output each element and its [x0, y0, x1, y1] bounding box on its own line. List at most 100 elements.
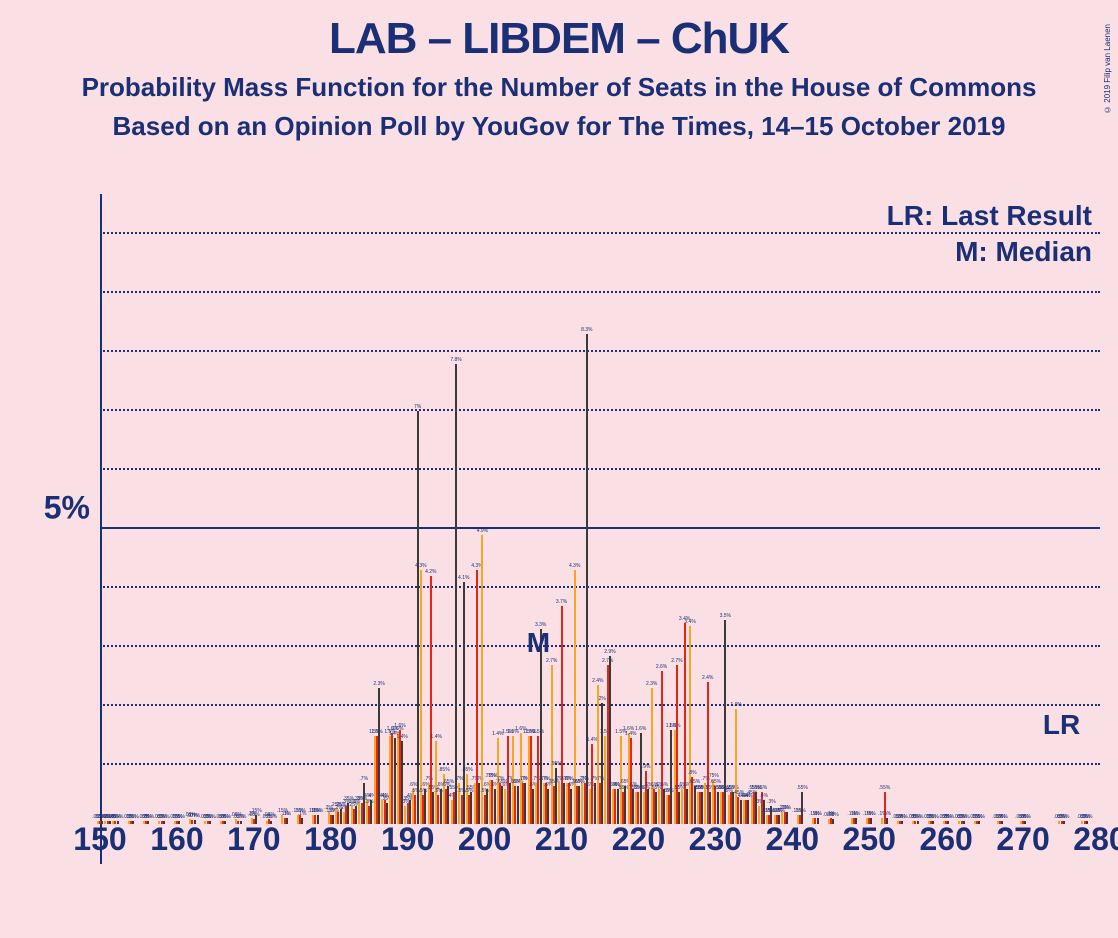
bar-dark: [432, 792, 434, 824]
bar-label: .85%: [438, 767, 449, 773]
bar-label: .05%: [1020, 814, 1031, 820]
bar-label: 4.3%: [569, 563, 580, 569]
bar-label: 2.3%: [646, 681, 657, 687]
bar-dark: [663, 789, 665, 824]
bar-dark: [563, 783, 565, 824]
bar-label: 2.7%: [602, 658, 613, 664]
bar-dark: [678, 792, 680, 824]
bar-dark: [547, 789, 549, 824]
bar-dark: [701, 792, 703, 824]
bar-dark: [586, 334, 588, 824]
bar-dark: [670, 730, 672, 824]
bar-dark: [686, 789, 688, 824]
bar-dark: [709, 792, 711, 824]
bar-label: 7%: [414, 404, 421, 410]
bar-label: 2.4%: [702, 675, 713, 681]
bar-label: .05%: [143, 814, 154, 820]
bar-label: 1.5%: [533, 729, 544, 735]
bar-label: 4.2%: [425, 569, 436, 575]
grid-minor: [100, 468, 1100, 470]
bar-label: .9%: [642, 764, 651, 770]
grid-minor: [100, 645, 1100, 647]
bar-label: 7.8%: [450, 357, 461, 363]
grid-minor: [100, 763, 1100, 765]
bar-label: .15%: [250, 808, 261, 814]
bar-label: 1.6%: [394, 723, 405, 729]
annot-m: M: [527, 627, 550, 659]
bar-label: .08%: [827, 812, 838, 818]
bar-label: .55%: [879, 785, 890, 791]
bar-label: 1.9%: [731, 702, 742, 708]
bar-dark: [801, 792, 803, 824]
x-tick-260: 260: [919, 821, 972, 858]
bar-dark: [624, 786, 626, 824]
bar-label: 1.6%: [669, 723, 680, 729]
bar-label: .1%: [283, 811, 292, 817]
bar-dark: [440, 789, 442, 824]
x-tick-200: 200: [458, 821, 511, 858]
grid-minor: [100, 409, 1100, 411]
bar-label: 8.3%: [581, 327, 592, 333]
bar-label: .05%: [127, 814, 138, 820]
bar-dark: [609, 656, 611, 824]
bar-label: .05%: [266, 814, 277, 820]
grid-minor: [100, 586, 1100, 588]
x-tick-180: 180: [304, 821, 357, 858]
bar-dark: [647, 789, 649, 824]
bar-label: .05%: [173, 814, 184, 820]
annot-lr: LR: [1043, 709, 1080, 741]
x-tick-170: 170: [227, 821, 280, 858]
chart-subtitle-1: Probability Mass Function for the Number…: [0, 72, 1118, 103]
bar-label: .1%: [852, 811, 861, 817]
bar-label: .55%: [796, 785, 807, 791]
bar-label: .8%: [688, 770, 697, 776]
grid-minor: [100, 350, 1100, 352]
bar-dark: [447, 786, 449, 824]
bar-label: .05%: [235, 814, 246, 820]
bar-label: 2%: [599, 696, 606, 702]
bar-dark: [394, 738, 396, 824]
bar-label: .1%: [813, 811, 822, 817]
bar-dark: [594, 783, 596, 824]
bar-dark: [694, 786, 696, 824]
bar-label: 4.9%: [477, 528, 488, 534]
bar-dark: [632, 789, 634, 824]
bar-label: 3.5%: [720, 613, 731, 619]
bar-dark: [747, 800, 749, 824]
bar-label: 1.4%: [396, 734, 407, 740]
bar-label: .05%: [220, 814, 231, 820]
chart-subtitle-2: Based on an Opinion Poll by YouGov for T…: [0, 111, 1118, 142]
bar-label: 2.9%: [604, 649, 615, 655]
chart-plot-area: .05% .05% .05% .05% .05% .05% .05% .05% .05% .05%…: [100, 194, 1100, 864]
bar-label: .1%: [298, 811, 307, 817]
legend-lr: LR: Last Result: [887, 200, 1092, 232]
bar-label: .7%: [359, 776, 368, 782]
bar-dark: [417, 411, 419, 824]
x-tick-150: 150: [73, 821, 126, 858]
bar-dark: [501, 786, 503, 824]
bar-dark: [578, 786, 580, 824]
bar-dark: [570, 789, 572, 824]
bar-dark: [655, 792, 657, 824]
bar-label: 2.3%: [373, 681, 384, 687]
bar-label: 3.7%: [556, 599, 567, 605]
x-tick-250: 250: [843, 821, 896, 858]
y-tick-5pct: 5%: [10, 490, 90, 527]
bar-dark: [517, 786, 519, 824]
bar-label: .15%: [794, 808, 805, 814]
bar-label: .05%: [1058, 814, 1069, 820]
x-tick-190: 190: [381, 821, 434, 858]
bar-label: .07%: [189, 813, 200, 819]
grid-major: [100, 527, 1100, 529]
bar-label: .85%: [461, 767, 472, 773]
copyright-text: © 2019 Filip van Laenen: [1103, 24, 1112, 114]
bar-dark: [755, 792, 757, 824]
bar-dark: [455, 364, 457, 824]
bar-dark: [617, 789, 619, 824]
bar-dark: [370, 800, 372, 824]
x-tick-270: 270: [996, 821, 1049, 858]
bar-label: .05%: [958, 814, 969, 820]
bar-dark: [601, 703, 603, 824]
bar-label: .05%: [112, 814, 123, 820]
x-tick-280: 280: [1073, 821, 1118, 858]
